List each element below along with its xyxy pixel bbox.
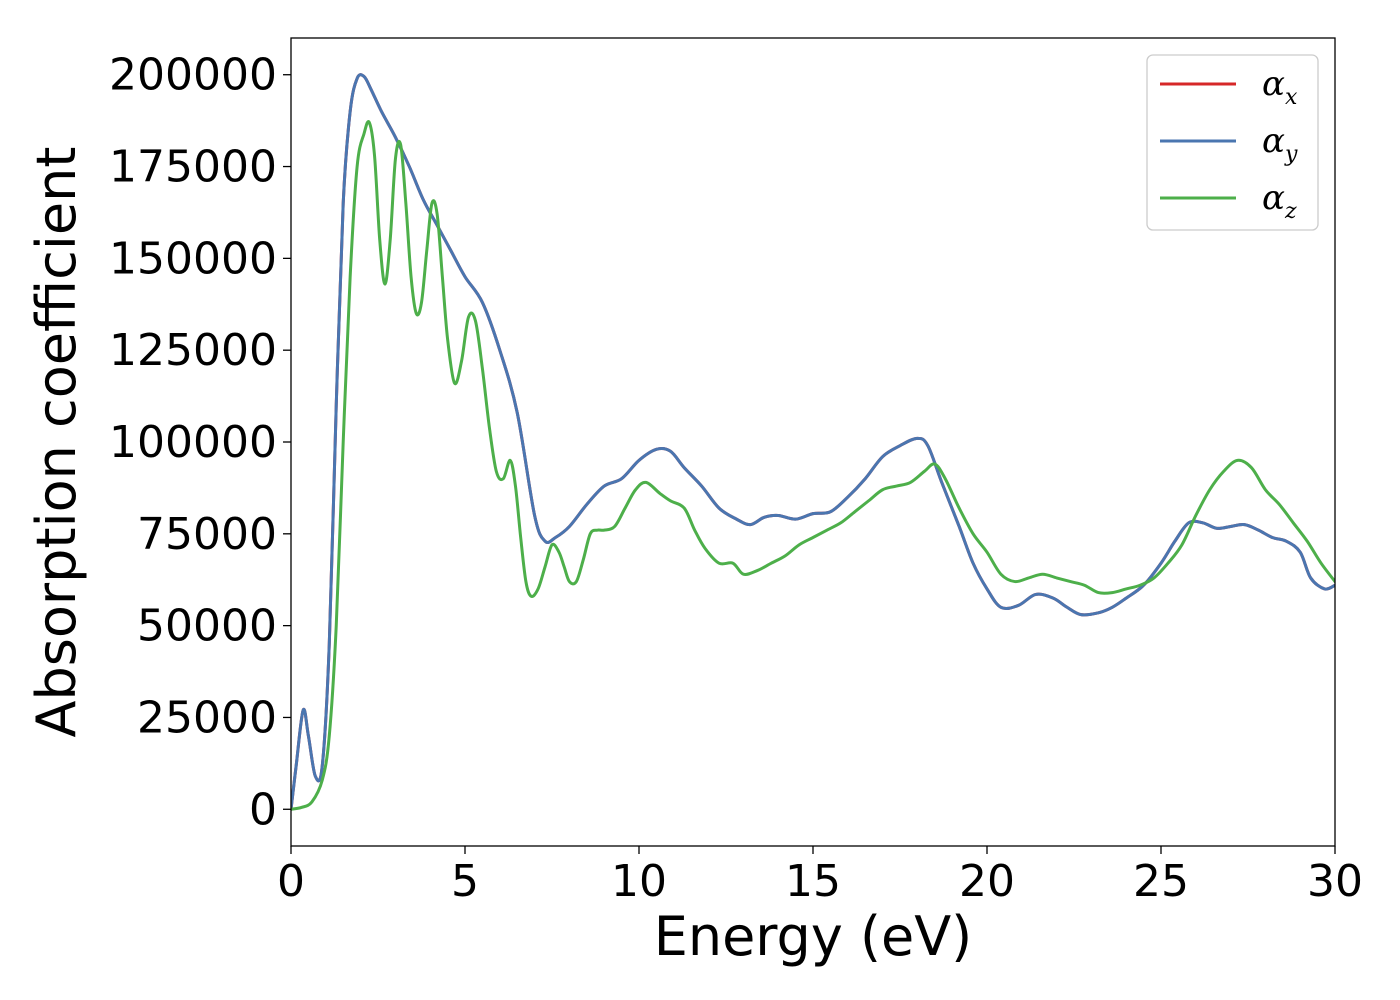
x-tick-label: 15 [785,856,841,907]
y-tick-label: 25000 [137,692,277,743]
x-tick-label: 0 [277,856,305,907]
series-line-z [291,120,1335,811]
x-tick-label: 5 [451,856,479,907]
x-tick-label: 20 [959,856,1015,907]
y-tick-label: 100000 [109,417,277,468]
x-axis-ticks: 0 5 10 15 20 25 30 [277,846,1363,907]
y-tick-label: 50000 [137,601,277,652]
legend-label-y: αy [1262,121,1298,167]
y-tick-label: 150000 [109,233,277,284]
y-tick-label: 175000 [109,142,277,193]
y-axis-ticks: 0 25000 50000 75000 100000 125000 150000 175000… [109,50,291,835]
y-tick-label: 75000 [137,509,277,560]
x-tick-label: 10 [611,856,667,907]
series-layer [291,73,1335,811]
y-axis-label: Absorption coefficient [25,147,88,738]
x-axis-label: Energy (eV) [654,905,973,968]
y-tick-label: 0 [249,784,277,835]
x-tick-label: 25 [1133,856,1189,907]
y-tick-label: 125000 [109,325,277,376]
x-tick-label: 30 [1307,856,1363,907]
series-line-y [291,73,1335,811]
y-tick-label: 200000 [109,50,277,101]
